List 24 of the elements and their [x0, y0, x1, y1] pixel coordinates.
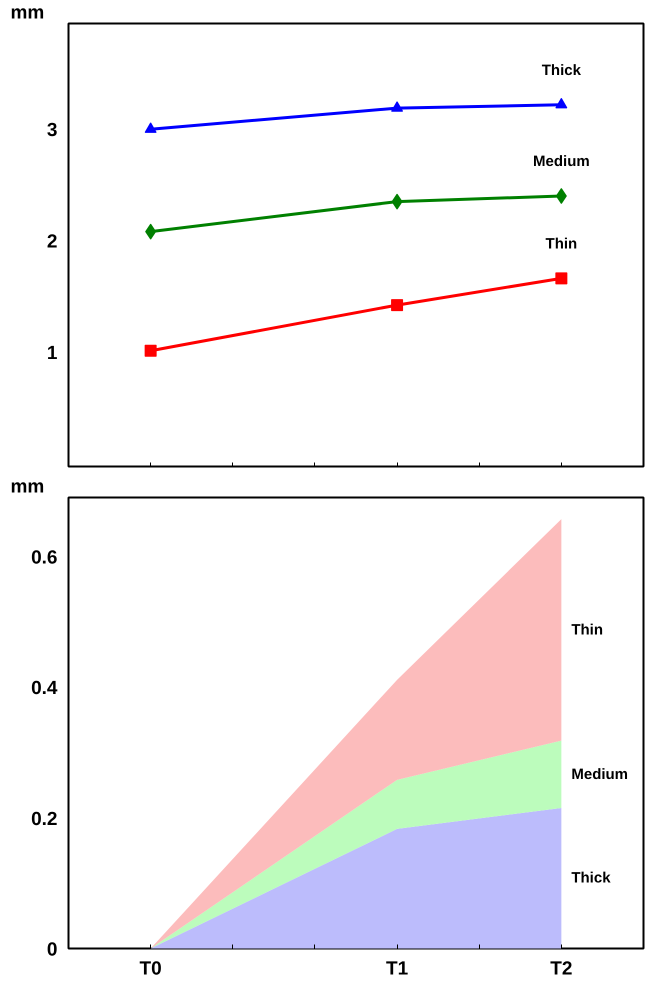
series-label: Thin [571, 621, 604, 638]
y-tick-label: 2 [46, 232, 58, 253]
point [391, 299, 404, 312]
point [391, 101, 404, 112]
point [144, 122, 157, 133]
y-axis-title: mm [10, 2, 44, 24]
series-label: Thick [542, 62, 582, 79]
y-tick-label: 0.2 [31, 808, 58, 830]
point [144, 344, 157, 357]
x-tick-label: T0 [140, 958, 162, 980]
x-tick-label: T1 [386, 958, 409, 980]
y-tick-label: 0 [46, 940, 58, 960]
y-tick-label: 0.6 [31, 547, 58, 568]
y-tick-label: 1 [46, 342, 58, 364]
series-label: Thin [546, 235, 578, 252]
point [555, 98, 568, 108]
y-axis-title: mm [10, 476, 44, 498]
series-label: Thick [571, 870, 612, 887]
y-tick-label: 3 [46, 120, 58, 142]
series-label: Medium [533, 153, 590, 170]
point [555, 272, 568, 284]
series-label: Medium [571, 766, 628, 783]
y-tick-label: 0.4 [31, 678, 58, 700]
x-tick-label: T2 [550, 958, 572, 980]
